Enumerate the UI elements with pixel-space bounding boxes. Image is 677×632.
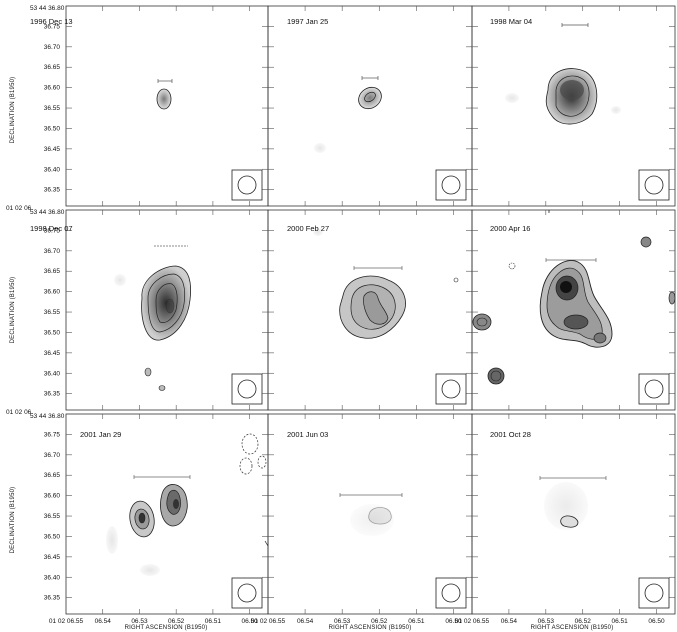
y-tick-label: 36.70: [44, 452, 61, 459]
y-tick-label: 36.50: [44, 329, 61, 336]
x-tick-label: 06.52: [575, 618, 592, 625]
y-tick-label: 36.65: [44, 472, 61, 479]
x-tick-label: 06.51: [408, 618, 425, 625]
beam-box: [231, 577, 263, 609]
beam-box: [435, 373, 467, 405]
x-tick-label: 06.50: [241, 618, 258, 625]
x-axis-label-col1: RIGHT ASCENSION (B1950): [125, 625, 208, 631]
panel-9-frame: [471, 413, 676, 615]
beam-box: [435, 169, 467, 201]
ra-top-label: 01 02 06.: [6, 205, 33, 212]
y-tick-label: 36.70: [44, 248, 61, 255]
y-tick-label: 36.35: [44, 187, 61, 194]
x-tick-label: 06.54: [297, 618, 314, 625]
y-tick-label: 36.50: [44, 533, 61, 540]
y-tick-label: 36.75: [44, 431, 61, 438]
y-tick-label: 36.40: [44, 574, 61, 581]
panel-4-map: [114, 245, 192, 391]
panel-7-date: 2001 Jan 29: [80, 430, 121, 439]
panel-2-date: 1997 Jan 25: [287, 17, 328, 26]
panel-7-map: [106, 433, 269, 576]
y-axis-label-row3: DECLINATION (B1950): [10, 487, 16, 554]
y-tick-label: 36.35: [44, 391, 61, 398]
x-tick-label: 06.52: [371, 618, 388, 625]
x-tick-label: 06.50: [445, 618, 462, 625]
x-tick-label: 06.51: [205, 618, 222, 625]
beam-ellipse: [441, 379, 461, 399]
panel-9-date: 2001 Oct 28: [490, 430, 531, 439]
beam-box: [231, 169, 263, 201]
panel-4-date: 1998 Dec 07: [30, 224, 73, 233]
beam-ellipse: [644, 175, 664, 195]
y-tick-label: 36.55: [44, 513, 61, 520]
y-tick-label: 36.35: [44, 595, 61, 602]
x-edge-label: 01 02 06.55: [49, 618, 84, 625]
y-tick-label: 36.45: [44, 554, 61, 561]
y-tick-label: 36.60: [44, 493, 61, 500]
x-tick-label: 06.54: [95, 618, 112, 625]
y-tick-label: 36.75: [44, 227, 61, 234]
beam-ellipse: [237, 175, 257, 195]
y-tick-label: 36.40: [44, 370, 61, 377]
panel-8-map: [339, 493, 403, 536]
y-tick-label: 36.65: [44, 64, 61, 71]
x-tick-label: 06.53: [131, 618, 148, 625]
beam-ellipse: [644, 379, 664, 399]
x-tick-label: 06.53: [334, 618, 351, 625]
y-axis-label-row1: DECLINATION (B1950): [10, 77, 16, 144]
y-tick-label: 36.70: [44, 44, 61, 51]
beam-ellipse: [441, 583, 461, 603]
y-axis-label-row2: DECLINATION (B1950): [10, 277, 16, 344]
x-tick-label: 06.53: [538, 618, 555, 625]
beam-box: [231, 373, 263, 405]
y-top-label: 53 44 36.80: [30, 413, 65, 420]
y-tick-label: 36.40: [44, 166, 61, 173]
y-tick-label: 36.60: [44, 85, 61, 92]
panel-5-date: 2000 Feb 27: [287, 224, 329, 233]
y-top-label: 53 44 36.80: [30, 209, 65, 216]
panel-2-map: [314, 76, 382, 153]
x-axis-label-col2: RIGHT ASCENSION (B1950): [329, 625, 412, 631]
panel-1-date: 1996 Dec 13: [30, 17, 73, 26]
ra-top-label: 01 02 06.: [6, 409, 33, 416]
beam-ellipse: [237, 379, 257, 399]
y-tick-label: 36.45: [44, 350, 61, 357]
panel-6-date: 2000 Apr 16: [490, 224, 530, 233]
y-top-label: 53 44 36.80: [30, 5, 65, 12]
y-tick-label: 36.45: [44, 146, 61, 153]
x-tick-label: 06.52: [168, 618, 185, 625]
beam-ellipse: [237, 583, 257, 603]
x-tick-label: 06.50: [648, 618, 665, 625]
panel-3-frame: [471, 5, 676, 207]
y-tick-label: 36.65: [44, 268, 61, 275]
beam-ellipse: [441, 175, 461, 195]
beam-box: [435, 577, 467, 609]
y-tick-label: 36.75: [44, 23, 61, 30]
x-edge-label: 01 02 06.55: [251, 618, 286, 625]
y-tick-label: 36.60: [44, 289, 61, 296]
panel-6-map: [472, 210, 676, 385]
x-edge-label: 01 02 06.55: [455, 618, 490, 625]
beam-box: [638, 373, 670, 405]
beam-box: [638, 169, 670, 201]
beam-ellipse: [644, 583, 664, 603]
beam-box: [638, 577, 670, 609]
panel-9-map: [539, 476, 607, 530]
panel-6-frame: [471, 209, 676, 411]
y-tick-label: 36.55: [44, 105, 61, 112]
x-axis-label-col3: RIGHT ASCENSION (B1950): [531, 625, 614, 631]
x-tick-label: 06.54: [501, 618, 518, 625]
panel-1-map: [156, 79, 173, 110]
panel-5-map: [313, 228, 459, 339]
y-tick-label: 36.55: [44, 309, 61, 316]
y-tick-label: 36.50: [44, 125, 61, 132]
panel-3-map: [505, 23, 621, 125]
panel-3-date: 1998 Mar 04: [490, 17, 532, 26]
x-tick-label: 06.51: [611, 618, 628, 625]
panel-8-date: 2001 Jun 03: [287, 430, 328, 439]
